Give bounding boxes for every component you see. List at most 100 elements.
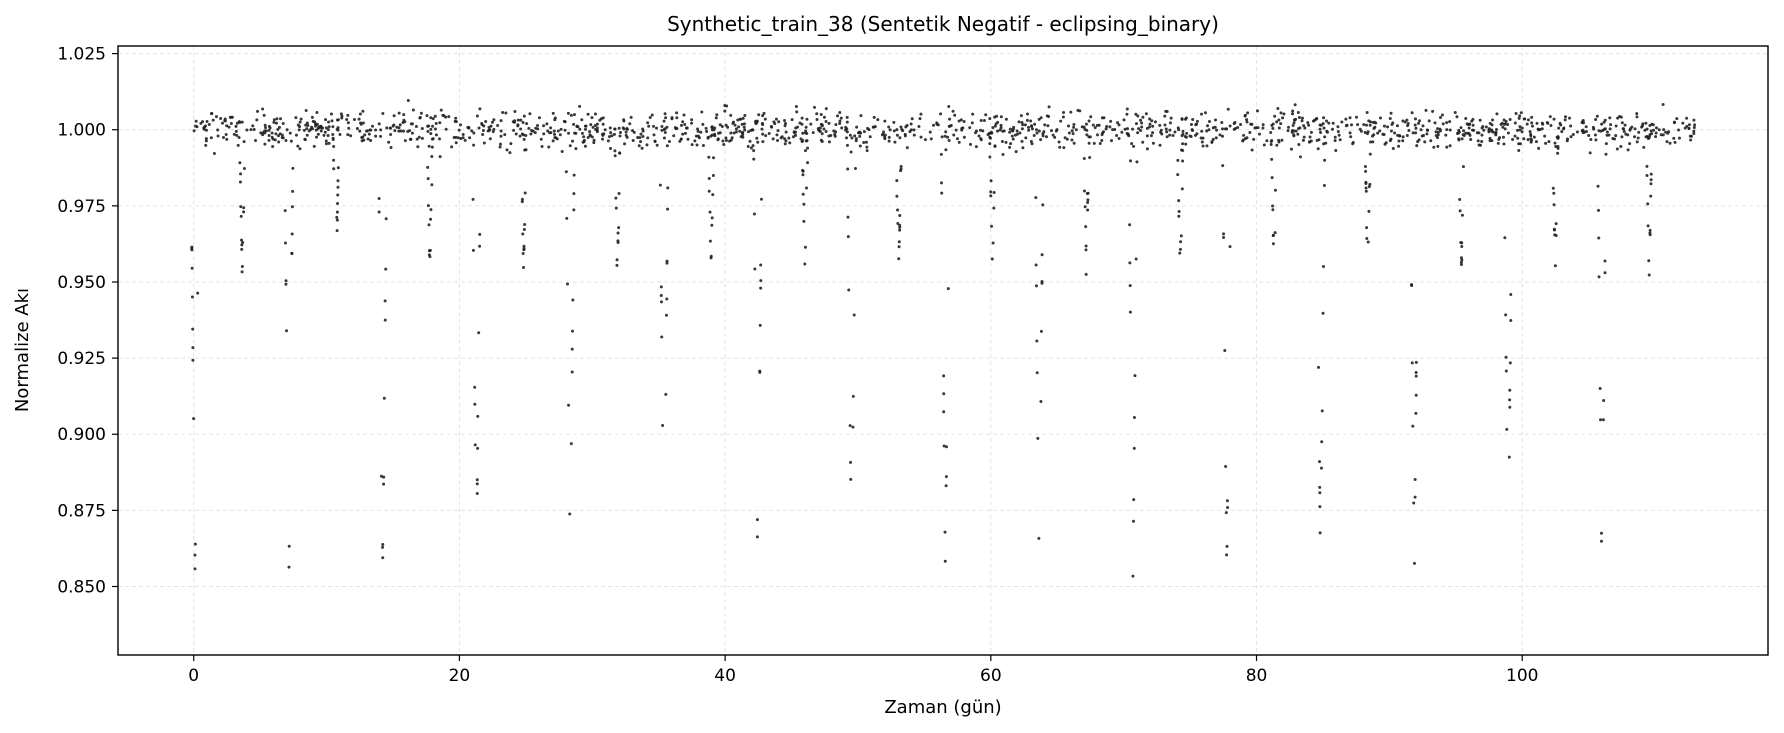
data-point <box>191 358 195 362</box>
data-point <box>259 131 263 135</box>
data-point <box>1181 129 1185 133</box>
data-point <box>1536 127 1540 131</box>
data-point <box>887 139 891 143</box>
data-point <box>939 112 943 116</box>
data-point <box>631 129 635 133</box>
data-point <box>1148 122 1152 126</box>
chart-title: Synthetic_train_38 (Sentetik Negatif - e… <box>667 12 1219 36</box>
data-point <box>982 119 986 123</box>
data-point <box>207 123 211 127</box>
data-point <box>1137 127 1141 131</box>
data-point <box>1319 466 1323 470</box>
data-point <box>391 124 395 128</box>
data-point <box>1635 112 1639 116</box>
data-point <box>996 129 1000 133</box>
data-point <box>1345 123 1349 127</box>
data-point <box>788 141 792 145</box>
data-point <box>919 135 923 139</box>
data-point <box>865 145 869 149</box>
data-point <box>1084 122 1088 126</box>
data-point <box>274 121 278 125</box>
data-point <box>816 126 820 130</box>
data-point <box>1397 139 1401 143</box>
data-point <box>824 119 828 123</box>
data-point <box>1168 128 1172 132</box>
data-point <box>349 134 353 138</box>
data-point <box>1413 495 1417 499</box>
data-point <box>499 129 503 133</box>
data-point <box>1179 240 1183 244</box>
data-point <box>1117 123 1121 127</box>
data-point <box>192 129 196 133</box>
data-point <box>898 228 902 232</box>
data-point <box>1261 126 1265 130</box>
data-point <box>1587 134 1591 138</box>
data-point <box>1158 143 1162 147</box>
data-point <box>1271 204 1275 208</box>
data-point <box>261 107 265 111</box>
data-point <box>895 194 899 198</box>
data-point <box>562 119 566 123</box>
data-point <box>1519 111 1523 115</box>
data-point <box>1556 135 1560 139</box>
data-point <box>1139 118 1142 122</box>
data-point <box>614 196 618 200</box>
data-point <box>801 168 805 172</box>
data-point <box>240 264 244 268</box>
data-point <box>335 127 339 131</box>
data-point <box>1457 131 1461 135</box>
data-point <box>989 179 993 183</box>
data-point <box>617 191 621 195</box>
data-point <box>578 127 582 131</box>
data-point <box>636 135 640 139</box>
data-point <box>1414 371 1418 375</box>
data-point <box>1675 117 1679 121</box>
data-point <box>281 121 285 125</box>
data-point <box>613 149 617 153</box>
data-point <box>307 129 311 133</box>
data-point <box>1150 119 1154 123</box>
data-point <box>402 118 406 122</box>
data-point <box>640 146 644 150</box>
data-point <box>1318 531 1322 535</box>
data-point <box>242 166 246 170</box>
data-point <box>1298 155 1302 159</box>
data-point <box>592 138 596 142</box>
data-point <box>1287 125 1291 129</box>
data-point <box>283 209 287 213</box>
data-point <box>1025 118 1029 122</box>
data-point <box>1532 135 1536 139</box>
data-point <box>383 318 387 322</box>
data-point <box>784 130 788 134</box>
data-point <box>979 118 983 122</box>
data-point <box>1506 122 1510 126</box>
data-point <box>1115 134 1119 138</box>
data-point <box>290 232 294 236</box>
data-point <box>1363 164 1367 168</box>
data-point <box>659 293 663 297</box>
data-point <box>1513 121 1517 125</box>
data-point <box>1677 128 1681 132</box>
data-point <box>411 108 415 112</box>
data-point <box>505 148 509 152</box>
data-point <box>1034 284 1038 288</box>
data-point <box>1358 127 1362 131</box>
data-point <box>1130 142 1134 146</box>
data-point <box>324 139 328 143</box>
data-point <box>1262 143 1266 147</box>
data-point <box>1518 114 1522 118</box>
data-point <box>438 155 442 159</box>
data-point <box>833 132 837 136</box>
data-point <box>710 133 714 137</box>
data-point <box>684 126 688 130</box>
data-point <box>1010 134 1014 138</box>
data-point <box>1011 128 1015 132</box>
data-point <box>294 133 298 137</box>
data-point <box>384 217 388 221</box>
data-point <box>1132 416 1136 420</box>
data-point <box>1300 116 1304 120</box>
data-point <box>1553 141 1557 145</box>
data-point <box>1321 311 1325 315</box>
data-point <box>1245 118 1249 122</box>
